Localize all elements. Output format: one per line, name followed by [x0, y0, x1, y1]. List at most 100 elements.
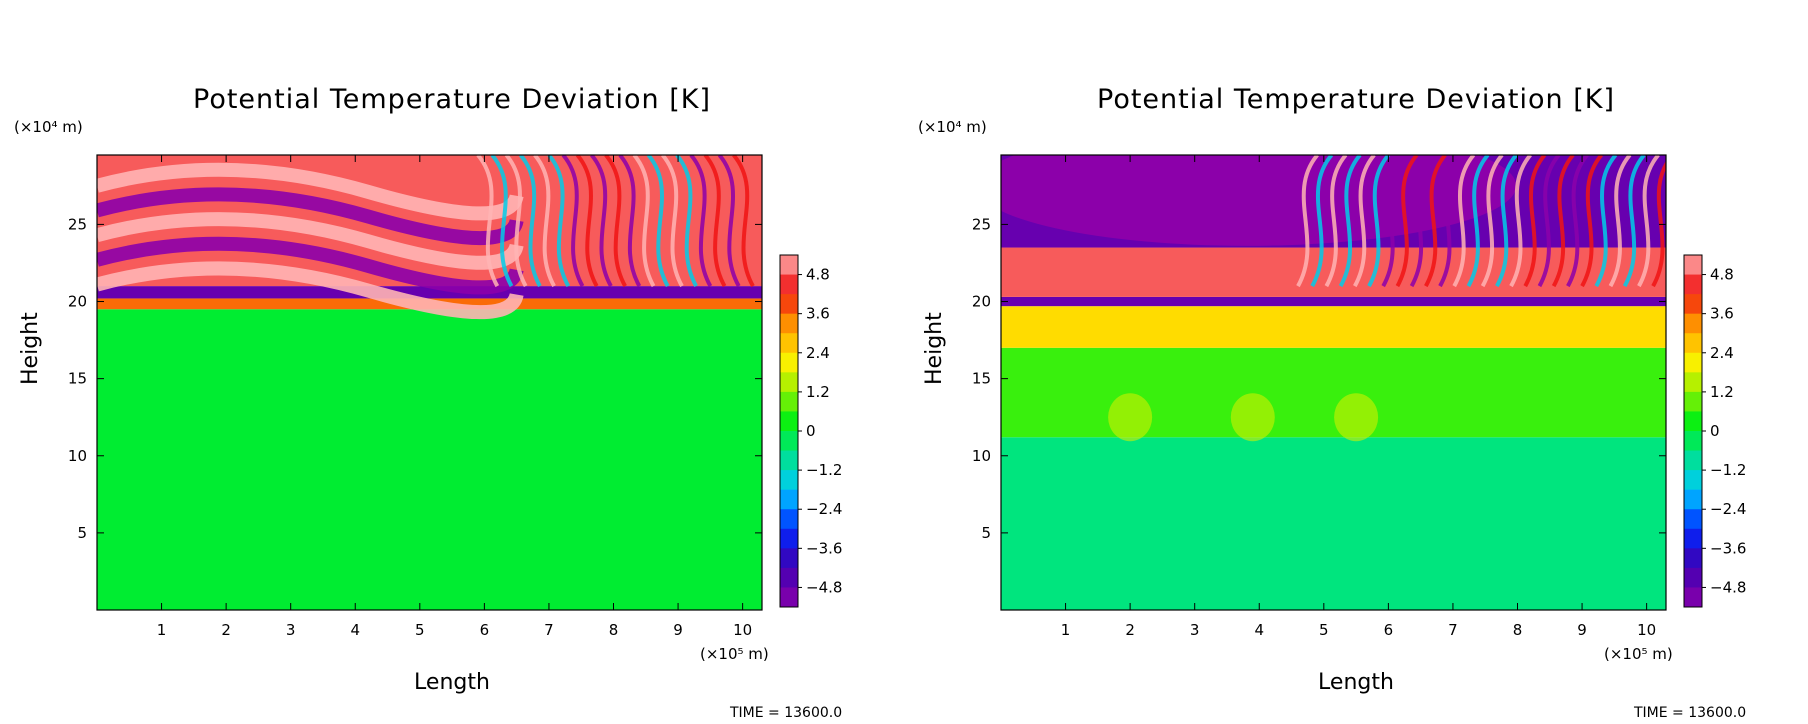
x-tick-label: 4	[350, 621, 360, 639]
colorbar-cell	[1684, 294, 1702, 315]
colorbar-cell	[1684, 587, 1702, 608]
colorbar-cell	[780, 509, 798, 530]
wave-dome	[1001, 155, 1517, 246]
wave-streak	[575, 155, 599, 288]
wave-streak	[561, 155, 585, 288]
x-tick-label: 10	[733, 621, 752, 639]
wave-streak	[1466, 155, 1490, 288]
wave-streak	[1438, 155, 1461, 288]
wave-streak	[1495, 155, 1518, 288]
wave-streak	[1452, 155, 1476, 288]
wave-streak	[618, 155, 642, 288]
wave-streak	[533, 155, 556, 288]
x-tick-label: 3	[1190, 621, 1200, 639]
x-tick-label: 4	[1254, 621, 1264, 639]
colorbar-tick-label: −3.6	[1710, 539, 1746, 557]
wave-streak	[1551, 155, 1575, 288]
colorbar-cell	[780, 294, 798, 315]
time-label: TIME = 13600.0	[730, 705, 843, 721]
colorbar-tick-label: 1.2	[1710, 383, 1734, 401]
colorbar-cell	[1684, 274, 1702, 295]
heatmap-band	[97, 309, 762, 610]
x-tick-label: 8	[609, 621, 619, 639]
colorbar-tick-label: 0	[1710, 422, 1720, 440]
colorbar-cell	[780, 391, 798, 412]
colorbar-cell	[1684, 313, 1702, 334]
colorbar-cell	[780, 255, 798, 276]
colorbar-cell	[1684, 431, 1702, 452]
x-tick-label: 9	[1577, 621, 1587, 639]
wave-streak	[646, 155, 670, 288]
wave-streak	[476, 155, 500, 288]
wave-streak	[1381, 155, 1405, 288]
colorbar-tick-label: −1.2	[1710, 461, 1746, 479]
y-tick-label: 25	[972, 215, 991, 233]
y-axis-unit: (×10⁴ m)	[918, 118, 987, 136]
colorbar-cell	[780, 548, 798, 569]
wave-streak	[604, 155, 627, 288]
colorbar-tick-label: 2.4	[1710, 344, 1734, 362]
colorbar-tick-label: 3.6	[806, 305, 830, 323]
colorbar-tick-label: 2.4	[806, 344, 830, 362]
y-tick-label: 15	[68, 370, 87, 388]
heatmap-band	[1001, 347, 1666, 438]
colorbar-cell	[1684, 489, 1702, 510]
x-tick-label: 1	[157, 621, 167, 639]
colorbar-cell	[1684, 372, 1702, 393]
x-tick-label: 2	[1125, 621, 1135, 639]
colorbar-tick-label: −3.6	[806, 539, 842, 557]
y-tick-label: 10	[68, 447, 87, 465]
x-tick-label: 3	[286, 621, 296, 639]
colorbar-cell	[1684, 333, 1702, 354]
heatmap-band	[1001, 296, 1666, 307]
wave-streak	[1523, 155, 1547, 288]
chart-title: Potential Temperature Deviation [K]	[1097, 84, 1615, 115]
x-tick-label: 10	[1637, 621, 1656, 639]
wave-streak	[1424, 155, 1447, 288]
x-tick-label: 7	[544, 621, 554, 639]
x-axis-label: Length	[414, 670, 490, 695]
x-tick-label: 6	[480, 621, 490, 639]
wave-streak	[1324, 155, 1348, 288]
y-axis-unit: (×10⁴ m)	[14, 118, 83, 136]
colorbar-cell	[780, 352, 798, 373]
x-tick-label: 5	[415, 621, 425, 639]
x-tick-label: 8	[1513, 621, 1523, 639]
x-tick-label: 5	[1319, 621, 1329, 639]
wave-streak	[675, 155, 698, 288]
wave-streak	[1480, 155, 1504, 288]
y-tick-label: 5	[981, 524, 991, 542]
colorbar-tick-label: 0	[806, 422, 816, 440]
wave-streak	[632, 155, 656, 288]
colorbar-cell	[780, 274, 798, 295]
colorbar-tick-label: 4.8	[1710, 266, 1734, 284]
wave-streak	[504, 155, 528, 288]
wave-streak	[689, 155, 713, 288]
colorbar-cell	[1684, 450, 1702, 471]
colorbar-cell	[780, 313, 798, 334]
x-tick-label: 9	[673, 621, 683, 639]
wave-streak	[1594, 155, 1618, 288]
colorbar-cell	[1684, 411, 1702, 432]
colorbar-cell	[780, 470, 798, 491]
y-tick-label: 10	[972, 447, 991, 465]
wave-streak	[1409, 155, 1433, 288]
wave-lobe	[97, 187, 524, 246]
heatmap-band	[97, 286, 762, 299]
colorbar-tick-label: −2.4	[1710, 500, 1746, 518]
chart-panel-right: Potential Temperature Deviation [K] (×10…	[904, 0, 1808, 724]
colorbar-cell	[780, 567, 798, 588]
wave-lobe	[97, 162, 524, 221]
wave-streak	[703, 155, 727, 288]
wave-streak	[490, 155, 514, 288]
colorbar-tick-label: −4.8	[1710, 578, 1746, 596]
x-axis-label: Length	[1318, 670, 1394, 695]
wave-streak	[1608, 155, 1632, 288]
colorbar-cell	[780, 587, 798, 608]
colorbar-cell	[780, 372, 798, 393]
colorbar-cell	[780, 431, 798, 452]
colorbar-cell	[1684, 391, 1702, 412]
colorbar-tick-label: 1.2	[806, 383, 830, 401]
colorbar-cell	[1684, 528, 1702, 549]
wave-streak	[1310, 155, 1334, 288]
